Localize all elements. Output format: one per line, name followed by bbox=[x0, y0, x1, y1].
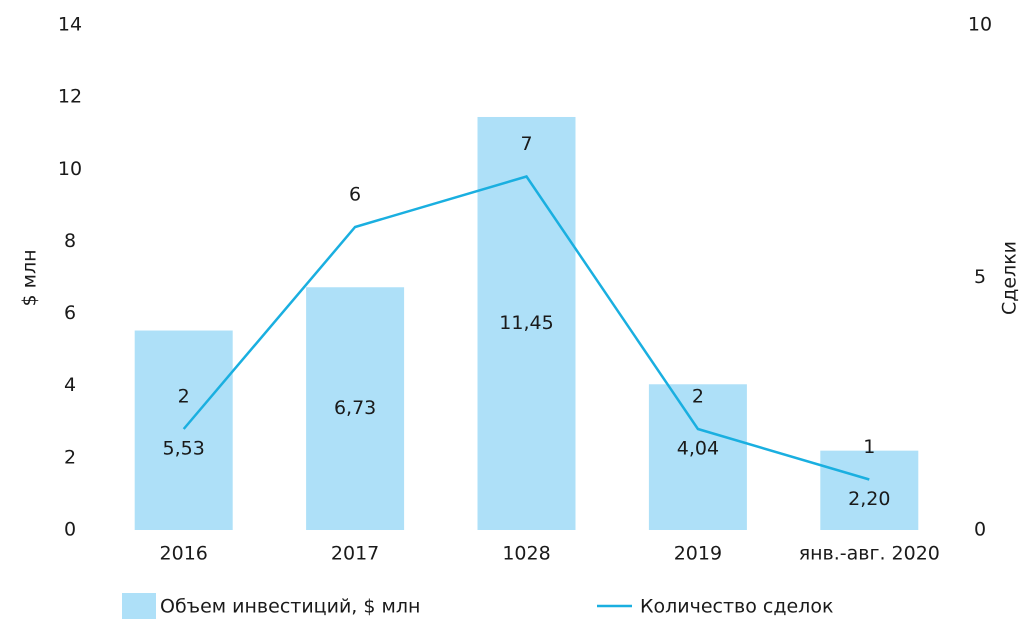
legend-label: Количество сделок bbox=[640, 596, 833, 618]
y-tick-label: 10 bbox=[58, 158, 82, 180]
x-tick-label: 2019 bbox=[674, 543, 722, 565]
x-tick-label: янв.-авг. 2020 bbox=[799, 543, 940, 565]
line-value-label: 7 bbox=[520, 133, 532, 155]
line-value-label: 2 bbox=[692, 386, 704, 408]
y2-tick-label: 10 bbox=[968, 14, 992, 36]
bar bbox=[306, 287, 405, 530]
y-tick-label: 14 bbox=[58, 14, 82, 36]
y-tick-label: 4 bbox=[64, 374, 76, 396]
legend-label: Объем инвестиций, $ млн bbox=[160, 596, 420, 618]
y-tick-label: 8 bbox=[64, 230, 76, 252]
x-tick-label: 2016 bbox=[160, 543, 208, 565]
legend-swatch bbox=[122, 593, 156, 619]
y-tick-label: 2 bbox=[64, 446, 76, 468]
y2-axis-label: Сделки bbox=[999, 241, 1021, 315]
bar bbox=[134, 330, 233, 530]
x-tick-label: 1028 bbox=[502, 543, 550, 565]
bar-value-label: 4,04 bbox=[677, 438, 719, 460]
bar-value-label: 5,53 bbox=[163, 438, 205, 460]
bar bbox=[648, 384, 747, 530]
y-tick-label: 12 bbox=[58, 86, 82, 108]
line bbox=[182, 175, 870, 481]
y-axis-label: $ млн bbox=[19, 249, 41, 306]
bar-value-label: 2,20 bbox=[848, 488, 890, 510]
y-tick-label: 6 bbox=[64, 302, 76, 324]
line-value-label: 2 bbox=[178, 386, 190, 408]
x-tick-label: 2017 bbox=[331, 543, 379, 565]
bar-value-label: 11,45 bbox=[499, 312, 553, 334]
line-value-label: 1 bbox=[863, 436, 875, 458]
line-value-label: 6 bbox=[349, 184, 361, 206]
y2-tick-label: 5 bbox=[974, 266, 986, 288]
y-tick-label: 0 bbox=[64, 519, 76, 541]
bar bbox=[820, 450, 919, 530]
bar-value-label: 6,73 bbox=[334, 397, 376, 419]
y2-tick-label: 0 bbox=[974, 519, 986, 541]
